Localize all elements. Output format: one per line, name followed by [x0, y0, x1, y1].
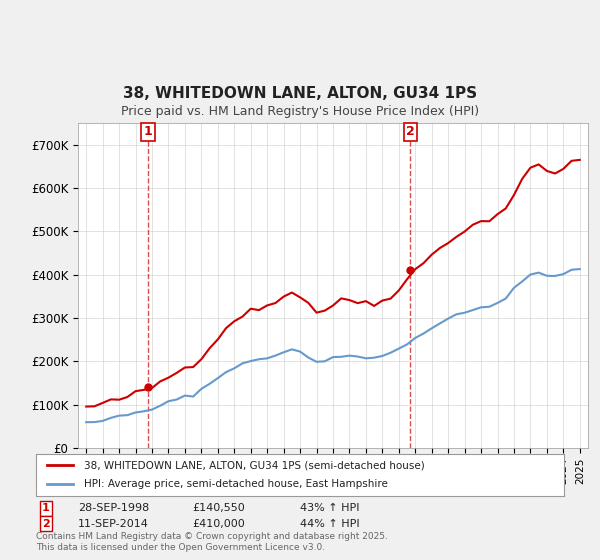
Text: 43% ↑ HPI: 43% ↑ HPI [300, 503, 359, 514]
Text: 44% ↑ HPI: 44% ↑ HPI [300, 519, 359, 529]
Text: Contains HM Land Registry data © Crown copyright and database right 2025.
This d: Contains HM Land Registry data © Crown c… [36, 532, 388, 552]
Text: 2: 2 [42, 519, 50, 529]
Text: 38, WHITEDOWN LANE, ALTON, GU34 1PS (semi-detached house): 38, WHITEDOWN LANE, ALTON, GU34 1PS (sem… [83, 460, 424, 470]
Text: 2: 2 [406, 125, 415, 138]
Text: 11-SEP-2014: 11-SEP-2014 [78, 519, 149, 529]
Text: 38, WHITEDOWN LANE, ALTON, GU34 1PS: 38, WHITEDOWN LANE, ALTON, GU34 1PS [123, 86, 477, 101]
Text: 1: 1 [143, 125, 152, 138]
Text: HPI: Average price, semi-detached house, East Hampshire: HPI: Average price, semi-detached house,… [83, 479, 388, 489]
Text: £410,000: £410,000 [192, 519, 245, 529]
Text: 28-SEP-1998: 28-SEP-1998 [78, 503, 149, 514]
Text: Price paid vs. HM Land Registry's House Price Index (HPI): Price paid vs. HM Land Registry's House … [121, 105, 479, 118]
Text: 1: 1 [42, 503, 50, 514]
Text: £140,550: £140,550 [192, 503, 245, 514]
